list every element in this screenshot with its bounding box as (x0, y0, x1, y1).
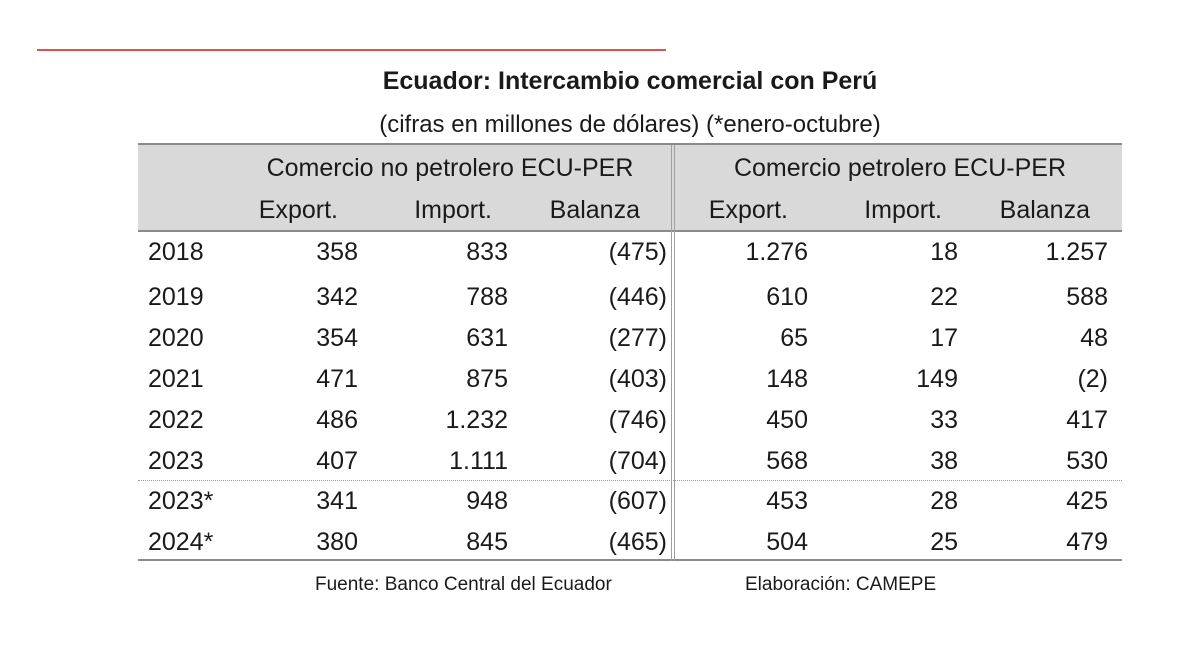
cell-no-import: 1.232 (445, 406, 508, 434)
cell-no-balance: (475) (608, 238, 667, 266)
cell-oil-import: 28 (930, 487, 958, 515)
group-divider (671, 145, 675, 561)
cell-oil-balance: 1.257 (1045, 238, 1108, 266)
cell-oil-export: 1.276 (745, 238, 808, 266)
cell-oil-export: 504 (766, 528, 808, 556)
partial-year-separator (138, 480, 1122, 481)
cell-no-export: 342 (316, 283, 358, 311)
cell-oil-export: 610 (766, 283, 808, 311)
cell-oil-import: 33 (930, 406, 958, 434)
cell-oil-balance: 530 (1066, 447, 1108, 475)
cell-no-export: 341 (316, 487, 358, 515)
cell-no-import: 1.111 (449, 447, 508, 475)
cell-no-export: 471 (316, 365, 358, 393)
cell-oil-import: 17 (930, 324, 958, 352)
cell-oil-import: 22 (930, 283, 958, 311)
cell-oil-import: 18 (930, 238, 958, 266)
cell-no-balance: (465) (608, 528, 667, 556)
cell-oil-export: 453 (766, 487, 808, 515)
table-title: Ecuador: Intercambio comercial con Perú (382, 67, 878, 95)
col-header-no-balance: Balanza (549, 196, 640, 224)
cell-oil-import: 38 (930, 447, 958, 475)
row-year: 2020 (148, 324, 204, 352)
row-year: 2021 (148, 365, 204, 393)
cell-oil-balance: 479 (1066, 528, 1108, 556)
cell-no-balance: (403) (608, 365, 667, 393)
cell-oil-import: 149 (916, 365, 958, 393)
accent-rule (37, 49, 666, 51)
cell-no-balance: (704) (608, 447, 667, 475)
cell-no-import: 948 (466, 487, 508, 515)
table-bottom-rule (138, 559, 1122, 561)
cell-oil-balance: 588 (1066, 283, 1108, 311)
row-year: 2024* (148, 528, 214, 556)
cell-no-import: 845 (466, 528, 508, 556)
cell-no-export: 380 (316, 528, 358, 556)
cell-no-balance: (607) (608, 487, 667, 515)
cell-no-import: 631 (466, 324, 508, 352)
col-header-oil-import: Import. (864, 196, 942, 224)
cell-oil-balance: 417 (1066, 406, 1108, 434)
source-note: Fuente: Banco Central del Ecuador (315, 574, 612, 595)
table-top-rule (138, 143, 1122, 145)
cell-oil-balance: (2) (1077, 365, 1108, 393)
cell-oil-export: 148 (766, 365, 808, 393)
row-year: 2023 (148, 447, 204, 475)
cell-oil-export: 568 (766, 447, 808, 475)
cell-oil-export: 450 (766, 406, 808, 434)
row-year: 2019 (148, 283, 204, 311)
col-header-oil-balance: Balanza (999, 196, 1090, 224)
cell-oil-import: 25 (930, 528, 958, 556)
cell-no-balance: (446) (608, 283, 667, 311)
cell-no-export: 407 (316, 447, 358, 475)
header-band (138, 145, 1122, 231)
cell-no-export: 358 (316, 238, 358, 266)
row-year: 2022 (148, 406, 204, 434)
cell-no-import: 875 (466, 365, 508, 393)
header-bottom-rule (138, 230, 1122, 232)
cell-oil-balance: 425 (1066, 487, 1108, 515)
row-year: 2018 (148, 238, 204, 266)
cell-oil-export: 65 (780, 324, 808, 352)
col-header-no-export: Export. (258, 196, 338, 224)
cell-no-balance: (277) (608, 324, 667, 352)
col-header-oil-export: Export. (708, 196, 788, 224)
cell-no-import: 788 (466, 283, 508, 311)
col-header-no-import: Import. (414, 196, 492, 224)
credit-note: Elaboración: CAMEPE (745, 574, 937, 595)
cell-no-export: 486 (316, 406, 358, 434)
cell-no-balance: (746) (608, 406, 667, 434)
cell-no-import: 833 (466, 238, 508, 266)
row-year: 2023* (148, 487, 214, 515)
table-subtitle: (cifras en millones de dólares) (*enero-… (379, 111, 881, 138)
group-label-oil: Comercio petrolero ECU-PER (733, 154, 1067, 182)
cell-no-export: 354 (316, 324, 358, 352)
cell-oil-balance: 48 (1080, 324, 1108, 352)
group-label-non-oil: Comercio no petrolero ECU-PER (266, 154, 634, 182)
